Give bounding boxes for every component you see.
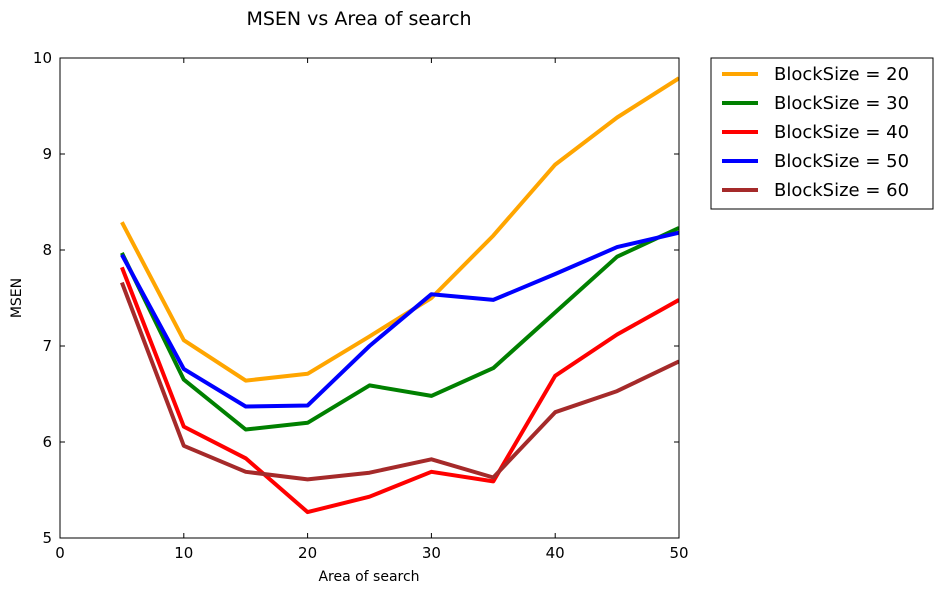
y-tick-label: 7 — [42, 337, 52, 355]
y-tick-label: 9 — [42, 145, 52, 163]
x-tick-label: 0 — [55, 544, 65, 562]
legend-label: BlockSize = 50 — [774, 151, 909, 172]
legend-label: BlockSize = 40 — [774, 122, 909, 143]
series-line-4 — [120, 230, 679, 409]
plot-lines — [120, 76, 679, 515]
legend: BlockSize = 20 BlockSize = 30 BlockSize = … — [710, 57, 934, 210]
y-tick-label: 6 — [42, 433, 52, 451]
legend-label: BlockSize = 30 — [774, 93, 909, 114]
plot-frame — [59, 57, 680, 539]
x-tick-label: 40 — [546, 544, 565, 562]
series-line-5 — [120, 281, 679, 482]
axis-ticks: 0 10 20 30 40 50 5 6 7 8 9 10 — [33, 49, 689, 562]
y-tick-label: 8 — [42, 241, 52, 259]
x-axis-label: Area of search — [318, 569, 419, 585]
x-tick-label: 20 — [298, 544, 317, 562]
x-tick-label: 10 — [174, 544, 193, 562]
series-line-2 — [120, 226, 679, 432]
x-tick-label: 30 — [422, 544, 441, 562]
chart-title: MSEN vs Area of search — [246, 8, 471, 30]
y-tick-label: 10 — [33, 49, 52, 67]
series-line-1 — [120, 76, 679, 383]
x-tick-label: 50 — [669, 544, 688, 562]
legend-label: BlockSize = 60 — [774, 180, 909, 201]
legend-label: BlockSize = 20 — [774, 64, 909, 85]
y-axis-label: MSEN — [9, 278, 25, 318]
series-line-3 — [120, 266, 679, 515]
y-tick-label: 5 — [42, 529, 52, 547]
